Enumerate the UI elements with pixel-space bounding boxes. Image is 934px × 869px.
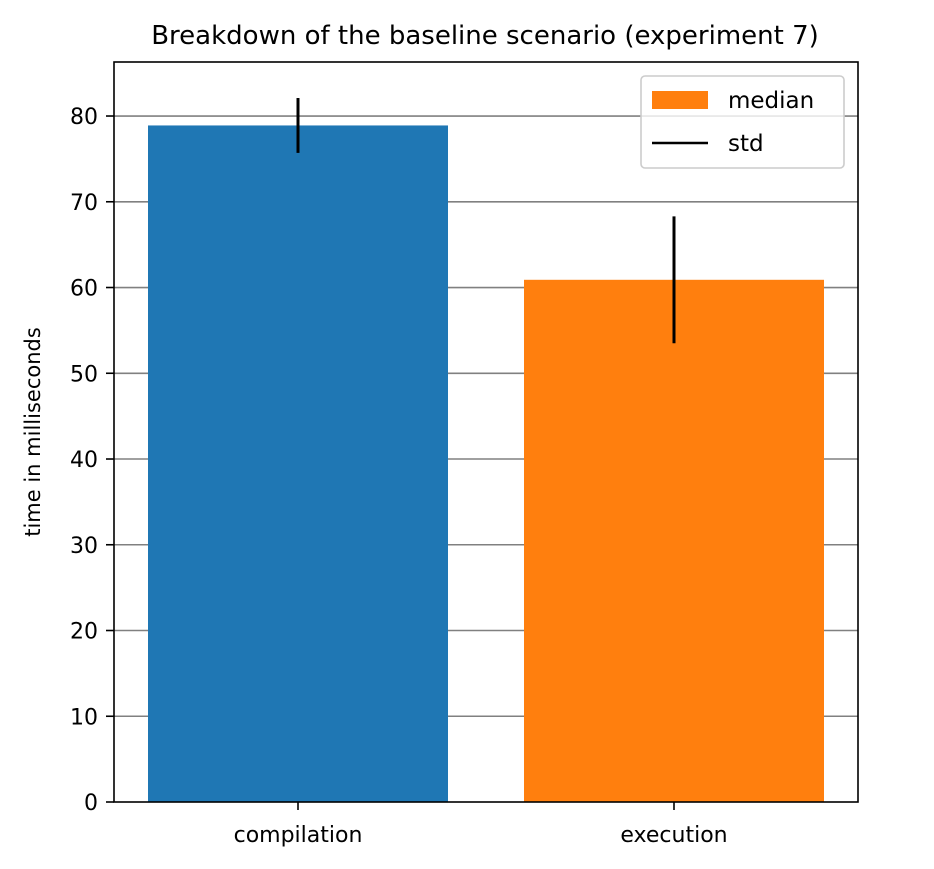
x-tick-label: execution	[620, 823, 727, 848]
legend-label-std: std	[728, 131, 764, 157]
y-tick-label: 50	[70, 362, 98, 387]
bar-execution	[524, 279, 824, 803]
legend: median std	[640, 75, 845, 169]
y-axis-label: time in milliseconds	[21, 327, 45, 537]
y-tick-label: 70	[70, 191, 98, 216]
y-tick-label: 10	[70, 705, 98, 730]
bars	[148, 125, 824, 803]
legend-label-median: median	[728, 88, 814, 114]
x-tick-label: compilation	[234, 823, 363, 848]
chart-title: Breakdown of the baseline scenario (expe…	[151, 21, 819, 51]
y-tick-label: 0	[84, 791, 98, 816]
error-bars	[296, 98, 676, 344]
y-tick-label: 60	[70, 277, 98, 302]
y-tick-label: 80	[70, 105, 98, 130]
x-axis: compilation execution	[234, 802, 728, 848]
y-tick-label: 30	[70, 534, 98, 559]
y-axis: 0 10 20 30 40 50 60 70 80	[70, 105, 114, 816]
y-tick-label: 40	[70, 448, 98, 473]
legend-swatch-median	[652, 91, 708, 109]
plot-frame	[113, 61, 859, 803]
bar-compilation	[148, 125, 448, 803]
y-tick-label: 20	[70, 620, 98, 645]
